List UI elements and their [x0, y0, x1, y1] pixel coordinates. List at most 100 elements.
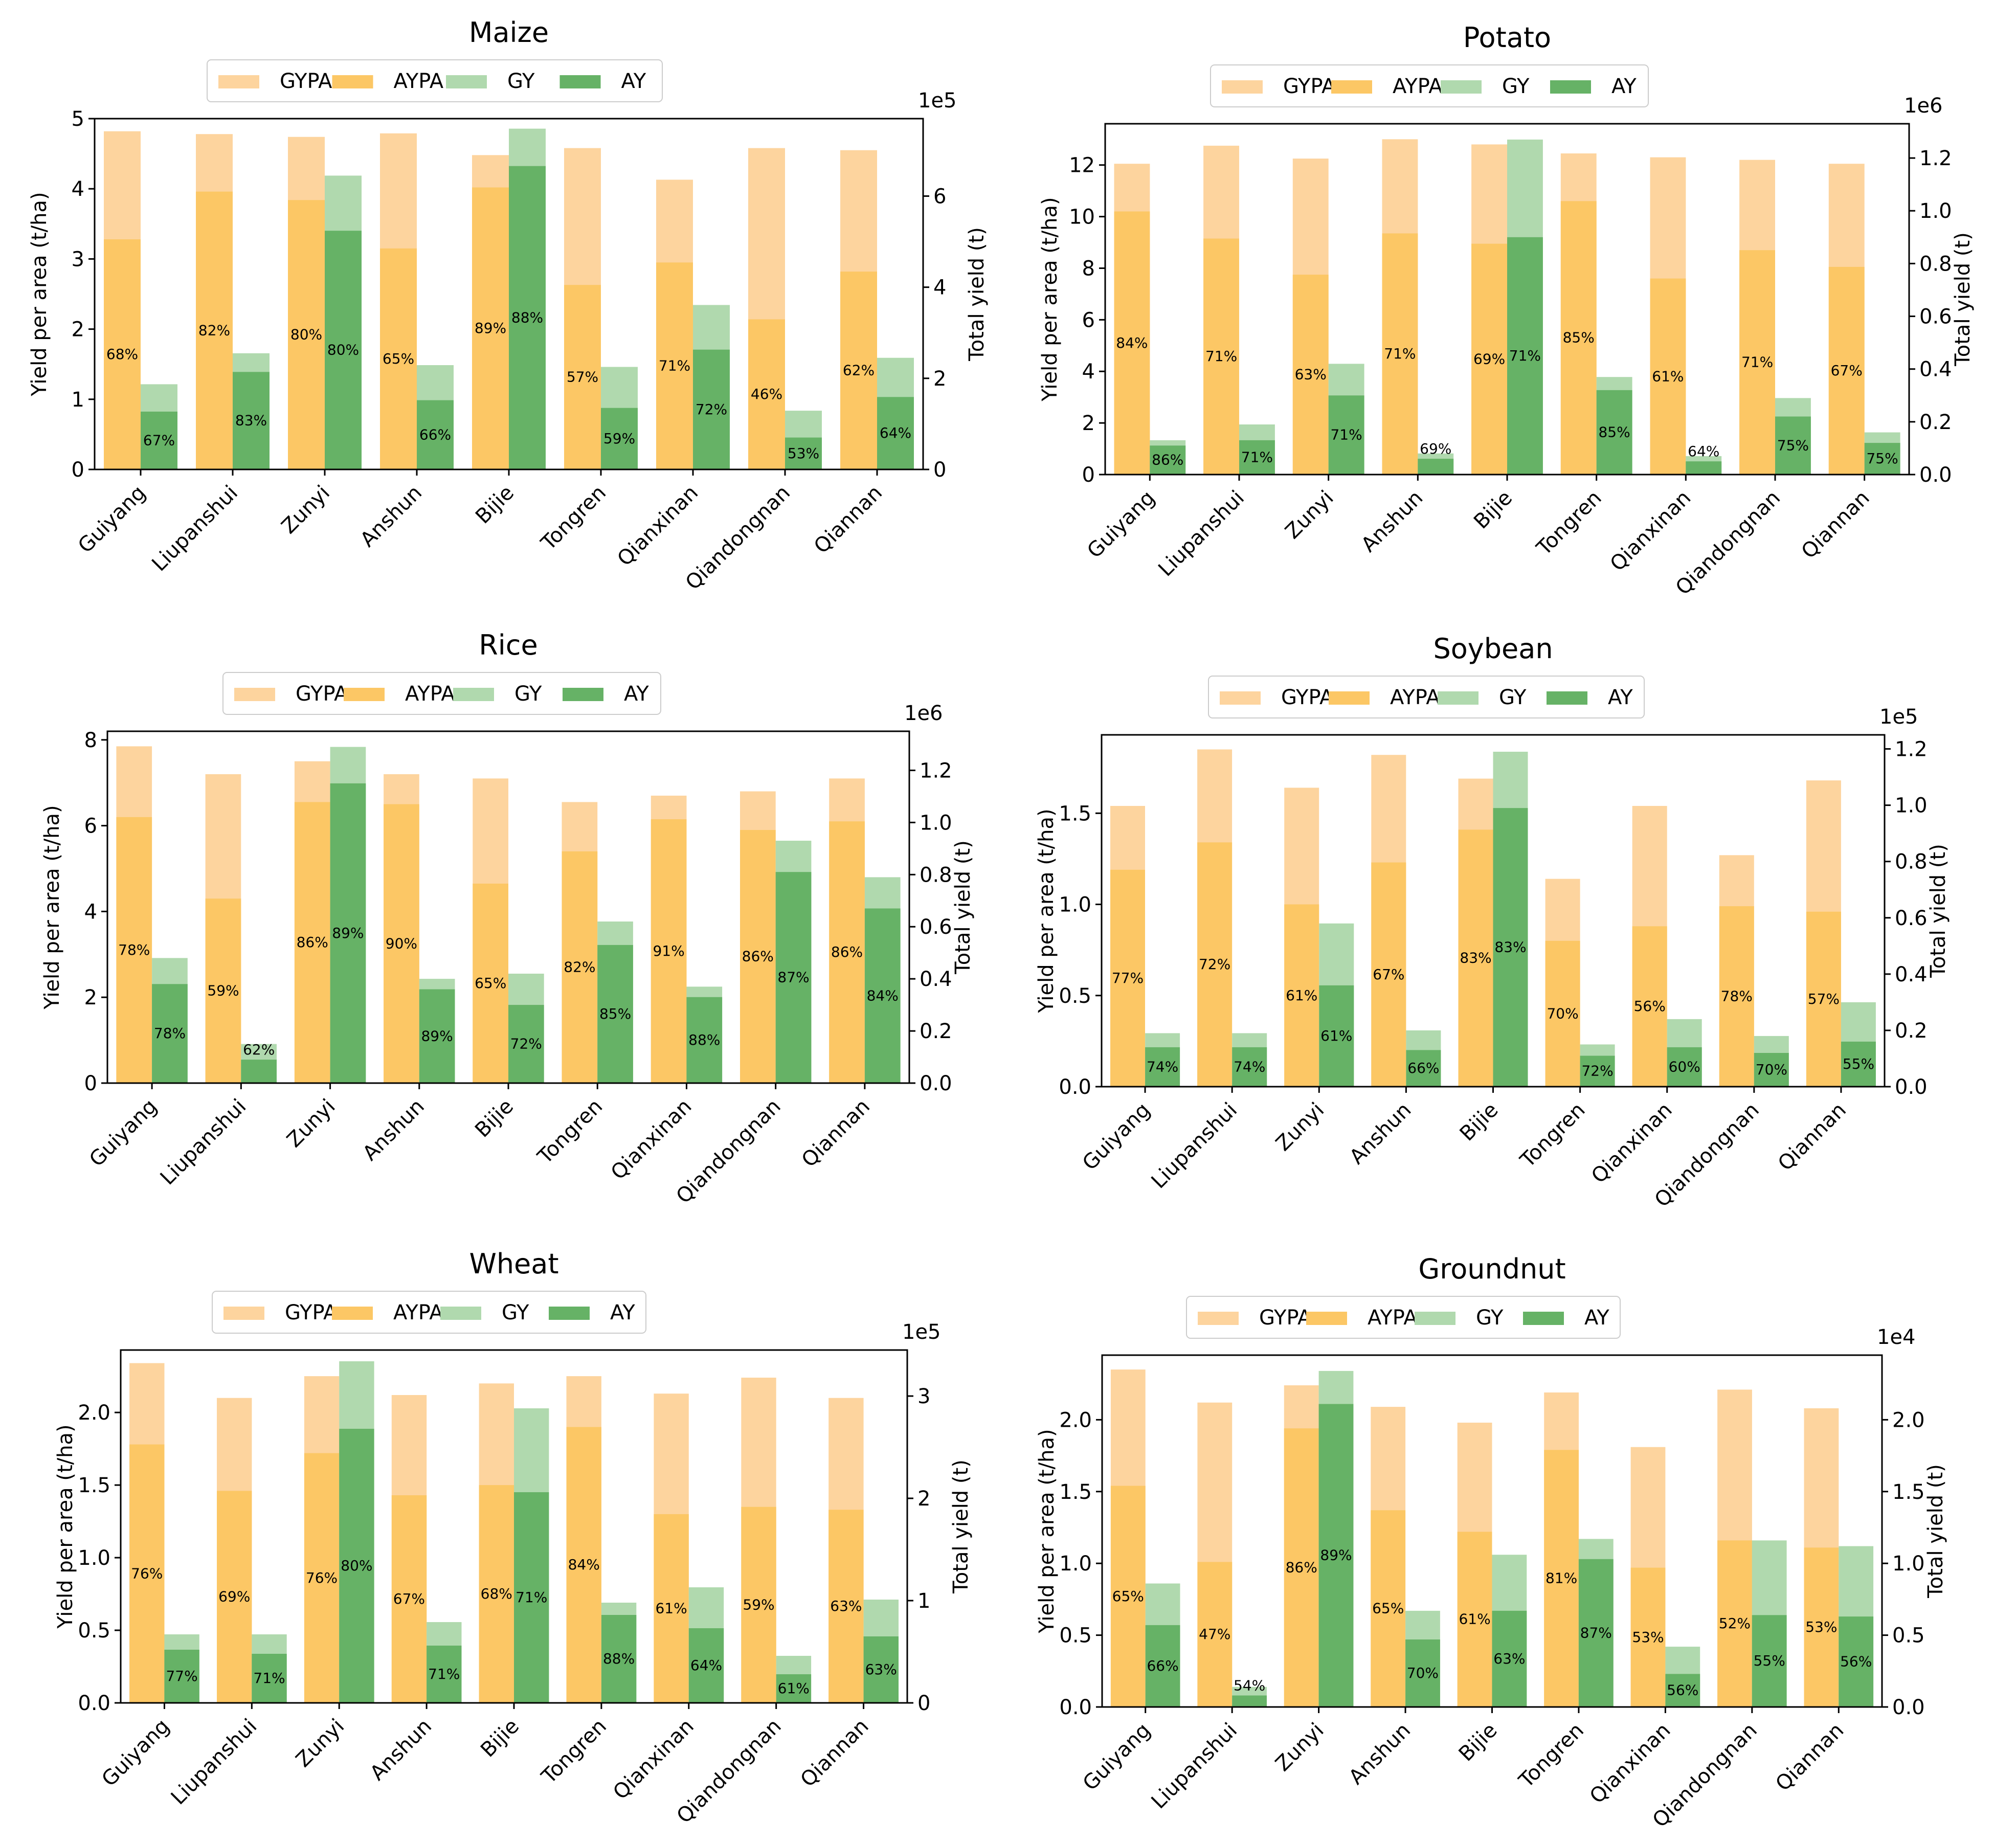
bar-ay-qiannan: [863, 1636, 899, 1703]
x-tick-label-guiyang: Guiyang: [85, 1095, 162, 1172]
data-label-ay: 55%: [1754, 1652, 1785, 1669]
x-tick-label-liupanshui: Liupanshui: [147, 481, 242, 576]
legend-label-aypa: AYPA: [393, 1301, 443, 1324]
y-tick-label: 0.0: [1059, 1696, 1092, 1719]
y-tick-label: 4: [84, 900, 97, 924]
bar-aypa-liupanshui: [217, 1491, 252, 1703]
bar-aypa-anshun: [384, 804, 419, 1083]
bar-aypa-zunyi: [304, 1453, 340, 1703]
y-axis-title: Yield per area (t/ha): [1035, 808, 1058, 1013]
legend: [212, 1291, 646, 1334]
bar-aypa-qiannan: [1806, 911, 1841, 1087]
data-label-ay: 75%: [1777, 437, 1809, 454]
data-label-ay: 70%: [1756, 1061, 1787, 1078]
y-tick-label: 0: [72, 458, 84, 482]
bar-aypa-bijie: [1471, 243, 1507, 475]
legend-label-ay: AY: [621, 70, 646, 93]
legend-label-aypa: AYPA: [394, 70, 444, 93]
bar-aypa-bijie: [1457, 1532, 1492, 1707]
data-label-aypa: 46%: [751, 386, 782, 402]
bar-ay-zunyi: [339, 1429, 374, 1703]
data-label-aypa: 68%: [106, 346, 138, 363]
bar-ay-liupanshui: [233, 372, 270, 469]
bar-ay-liupanshui: [1232, 1695, 1267, 1707]
bar-aypa-qiannan: [1828, 266, 1865, 475]
bar-aypa-qiandongnan: [1739, 250, 1775, 475]
y2-tick-label: 2.0: [1892, 1408, 1925, 1432]
data-label-aypa: 84%: [568, 1556, 600, 1573]
bar-ay-guiyang: [1145, 1625, 1180, 1707]
bar-aypa-qiandongnan: [748, 319, 785, 469]
bar-ay-anshun: [427, 1646, 462, 1703]
x-tick-label-qianxinan: Qianxinan: [609, 1715, 699, 1805]
data-label-aypa: 86%: [1286, 1559, 1317, 1576]
legend-label-gypa: GYPA: [296, 682, 348, 706]
bar-ay-liupanshui: [252, 1654, 287, 1703]
data-label-aypa: 72%: [1199, 956, 1230, 973]
data-label-ay: 61%: [1320, 1027, 1352, 1044]
x-tick-label-qiannan: Qiannan: [810, 481, 887, 558]
legend-label-gypa: GYPA: [1281, 686, 1334, 709]
data-label-ay: 69%: [1420, 440, 1451, 457]
bar-ay-bijie: [1507, 237, 1543, 475]
bar-aypa-liupanshui: [1203, 238, 1239, 475]
chart-title: Soybean: [1433, 633, 1553, 665]
y2-tick-label: 0.0: [1892, 1696, 1925, 1719]
y2-tick-label: 1.2: [1895, 738, 1928, 761]
bar-ay-tongren: [601, 1615, 637, 1703]
bar-ay-anshun: [1405, 1639, 1440, 1707]
bar-ay-bijie: [1492, 1610, 1527, 1707]
data-label-aypa: 67%: [1831, 362, 1863, 379]
x-tick-label-liupanshui: Liupanshui: [167, 1715, 262, 1810]
y2-tick-label: 0.8: [1895, 850, 1928, 874]
data-label-ay: 71%: [516, 1589, 547, 1606]
data-label-aypa: 77%: [1112, 970, 1144, 986]
data-label-aypa: 84%: [1116, 334, 1148, 351]
legend-swatch-gy: [440, 1307, 481, 1320]
y2-tick-label: 6: [933, 185, 946, 208]
data-label-ay: 66%: [419, 426, 451, 443]
data-label-ay: 71%: [1330, 426, 1362, 443]
y-tick-label: 4: [1082, 360, 1095, 384]
x-tick-label-bijie: Bijie: [471, 1095, 518, 1142]
x-tick-label-qianxinan: Qianxinan: [1585, 1719, 1675, 1809]
data-label-aypa: 59%: [207, 982, 239, 999]
data-label-ay: 55%: [1843, 1055, 1874, 1072]
bar-aypa-qiandongnan: [740, 830, 776, 1083]
bar-ay-bijie: [509, 166, 546, 469]
bar-aypa-qianxinan: [1632, 926, 1667, 1087]
data-label-ay: 72%: [696, 401, 727, 418]
bar-aypa-qiannan: [1804, 1547, 1839, 1707]
legend-swatch-aypa: [344, 688, 385, 701]
bar-ay-qiandongnan: [775, 872, 812, 1083]
x-tick-label-tongren: Tongren: [533, 1095, 607, 1169]
data-label-aypa: 65%: [1372, 1600, 1404, 1617]
data-label-ay: 80%: [327, 342, 359, 358]
y-tick-label: 2: [72, 318, 84, 342]
data-label-aypa: 85%: [1563, 329, 1595, 346]
bar-ay-qiannan: [864, 908, 901, 1083]
data-label-ay: 89%: [332, 925, 364, 941]
bar-ay-bijie: [508, 1005, 544, 1083]
y2-multiplier: 1e6: [1904, 94, 1943, 118]
data-label-ay: 53%: [788, 445, 819, 462]
x-tick-label-qianxinan: Qianxinan: [1587, 1098, 1677, 1188]
y2-tick-label: 1.2: [920, 759, 952, 782]
legend-label-aypa: AYPA: [1390, 686, 1440, 709]
legend-label-aypa: AYPA: [405, 682, 455, 706]
x-tick-label-bijie: Bijie: [471, 481, 519, 529]
bar-aypa-anshun: [1371, 1510, 1406, 1707]
legend-swatch-ay: [549, 1307, 590, 1320]
x-tick-label-zunyi: Zunyi: [282, 1095, 340, 1152]
data-label-ay: 80%: [341, 1557, 372, 1574]
y2-axis-title: Total yield (t): [949, 1459, 973, 1594]
legend-label-gypa: GYPA: [1283, 75, 1336, 98]
legend-label-gy: GY: [502, 1301, 529, 1324]
data-label-aypa: 67%: [1373, 966, 1404, 983]
legend-swatch-aypa: [1306, 1312, 1347, 1325]
y2-tick-label: 0.0: [1895, 1075, 1928, 1099]
x-tick-label-zunyi: Zunyi: [292, 1715, 349, 1772]
data-label-ay: 83%: [235, 412, 267, 429]
legend-swatch-ay: [1550, 80, 1591, 94]
y-tick-label: 2.0: [78, 1401, 110, 1425]
